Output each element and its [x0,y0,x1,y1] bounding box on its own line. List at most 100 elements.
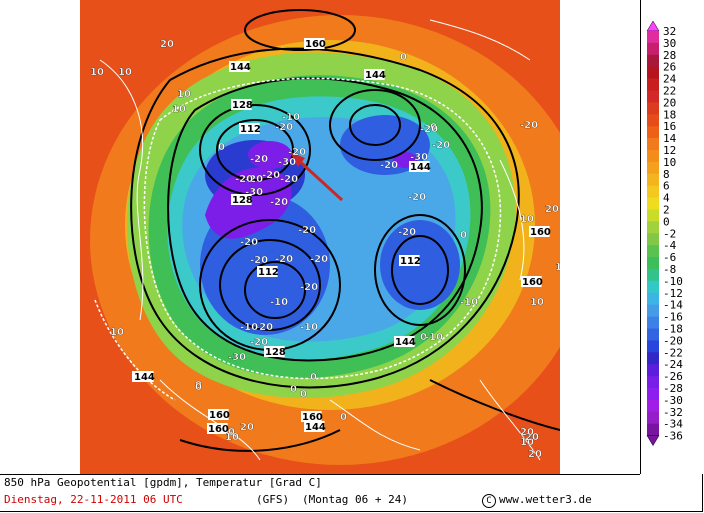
contour-label: 10 [555,262,569,273]
contour-label: 10 [172,104,186,115]
contour-label: 0 [340,412,347,423]
contour-label: 0 [195,380,202,391]
legend-tick-label: 0 [663,215,670,228]
legend-swatch [647,233,659,246]
contour-label: 0 [420,332,427,343]
contour-label-bg [231,194,252,205]
contour-label: 160 [209,410,230,421]
legend-tick-label: -34 [663,418,683,431]
contour-label-bg [239,123,260,134]
legend-tick-label: -12 [663,287,683,300]
contour-label: -20 [432,140,450,151]
contour-label: 128 [232,195,253,206]
legend-tick-label: -16 [663,311,683,324]
legend-tick-label: -6 [663,251,676,264]
contour-label: 10 [520,214,534,225]
contour-label: -20 [275,122,293,133]
contour-label: 0 [218,142,225,153]
contour-label-bg [264,346,285,357]
legend-swatch [647,209,659,222]
legend-swatch [647,66,659,80]
contour-label: 128 [232,100,253,111]
contour-label: 144 [230,62,251,73]
legend-tick-label: 6 [663,180,670,193]
legend-swatch [647,173,659,187]
legend-tick-label: -10 [663,275,683,288]
contour-label: 10 [90,67,104,78]
legend-tick-label: 4 [663,192,670,205]
contour-label: -20 [310,254,328,265]
legend-tick-label: 2 [663,204,670,217]
contour-label: -20 [270,197,288,208]
legend-tick-label: -20 [663,334,683,347]
copyright-icon: C [482,494,496,508]
legend-swatch [647,292,659,306]
map-description: 850 hPa Geopotential [gpdm], Temperatur … [4,476,322,489]
contour-label: -20 [250,255,268,266]
contour-label-bg [521,276,542,287]
contour-label: -10 [270,297,288,308]
contour-label: 0 [290,384,297,395]
contour-label: -10 [282,112,300,123]
contour-label-bg [304,38,325,49]
legend-swatch [647,221,659,234]
contour-label: -20 [235,174,253,185]
contour-label-bg [304,421,325,432]
contour-label: -20 [250,154,268,165]
legend-swatch [647,245,659,258]
contour-label: -20 [255,322,273,333]
credit-url[interactable]: www.wetter3.de [499,493,592,506]
contour-label: 160 [208,424,229,435]
coastlines [99,19,541,461]
contour-label: -20 [398,227,416,238]
legend-swatch [647,161,659,175]
contour-label: 144 [305,422,326,433]
contour-label: 144 [395,337,416,348]
purple-cold-north [248,141,292,169]
contour-label: 20 [545,204,559,215]
contour-label: 10 [530,297,544,308]
contour-label: -10 [425,332,443,343]
legend-swatch [647,364,659,377]
contour-label: 0 [195,382,202,393]
contour-label: 20 [240,422,254,433]
contour-label: 20 [160,39,174,50]
contour-label: -30 [410,152,428,163]
run-date: Dienstag, 22-11-2011 06 UTC [4,493,183,506]
legend-swatch [647,126,659,139]
contour-label-bg [208,409,229,420]
contour-label: 0 [300,389,307,400]
legend-arrow-top [646,20,660,32]
contour-label: 0 [228,427,235,438]
contour-label-bg [394,336,415,347]
contour-label: 160 [530,227,551,238]
legend-tick-label: -14 [663,299,683,312]
contour-label: 160 [305,39,326,50]
contour-label: -20 [298,225,316,236]
contour-label-bg [529,226,550,237]
temperature-legend: 32 30 28 26 24 22 20 18 16 14 12 10 8 6 4 2 0 -2 -4 -6 -8 -10… [640,0,704,474]
legend-tick-label: 28 [663,49,676,62]
contour-label-bg [231,99,252,110]
legend-swatch [647,90,659,103]
legend-tick-label: -22 [663,346,683,359]
legend-swatch [647,42,659,56]
legend-swatch [647,352,659,365]
legend-arrow-bottom [646,435,660,447]
geopotential-contours [130,9,560,452]
contour-label: -20 [245,174,263,185]
legend-tick-label: 22 [663,85,676,98]
legend-swatch [647,304,659,318]
legend-swatch [647,257,659,270]
contour-label: -20 [300,282,318,293]
legend-tick-label: -8 [663,263,676,276]
legend-swatch [647,150,659,163]
contour-label: 20 [520,427,534,438]
contour-label: 20 [525,432,539,443]
contour-label: -20 [380,160,398,171]
legend-swatch [647,423,659,437]
legend-tick-label: -26 [663,370,683,383]
contour-label-bg [229,61,250,72]
